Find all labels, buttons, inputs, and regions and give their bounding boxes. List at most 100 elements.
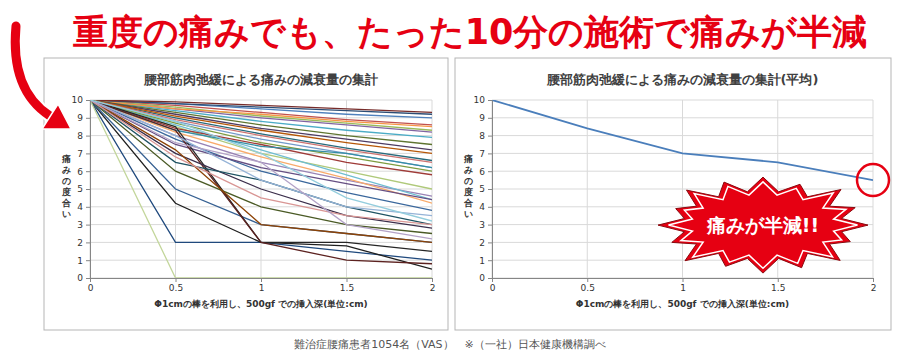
y-tick-mark [488,278,492,279]
y-tick-label: 9 [479,113,485,123]
y-tick: 4 [77,202,90,212]
y-tick: 10 [474,95,492,105]
y-tick: 2 [479,238,492,248]
x-tick: 0 [490,278,496,293]
x-tick: 1 [680,278,686,293]
y-tick: 4 [479,202,492,212]
y-tick: 10 [72,95,90,105]
x-tick-mark [432,278,433,282]
y-axis-line [90,101,91,279]
y-tick-mark [86,260,90,261]
y-tick: 3 [479,220,492,230]
y-tick: 5 [479,184,492,194]
x-tick-mark [176,278,177,282]
x-tick-mark [492,278,493,282]
x-tick-mark [778,278,779,282]
burst-shape [658,177,868,273]
series-line [90,100,432,196]
y-tick-mark [488,118,492,119]
y-tick-label: 10 [474,95,486,105]
arrow-head [42,104,71,129]
series-line [90,100,432,260]
y-tick-mark [86,278,90,279]
grid-line-x [587,100,588,278]
x-tick-label: 1 [259,283,265,293]
y-tick-label: 8 [77,131,83,141]
series-line [90,100,432,278]
y-tick: 0 [479,273,492,283]
chart-title: 腰部筋肉弛緩による痛みの減衰量の集計(平均) [546,72,819,87]
y-tick: 5 [77,184,90,194]
y-tick: 9 [479,113,492,123]
x-tick-mark [587,278,588,282]
y-tick-label: 7 [77,149,83,159]
grid [90,100,432,278]
y-tick-label: 5 [77,184,83,194]
y-tick-label: 4 [77,202,83,212]
y-tick-label: 3 [479,220,485,230]
headline: 重度の痛みでも、たった10分の施術で痛みが半減 [73,12,868,52]
annotation-text: 痛みが半減!! [706,214,819,236]
series-line [90,100,432,242]
x-tick-mark [347,278,348,282]
y-tick-mark [488,225,492,226]
y-tick-label: 4 [479,202,485,212]
y-tick-mark [86,136,90,137]
y-tick: 0 [77,273,90,283]
y-tick-mark [86,189,90,190]
y-tick-mark [488,100,492,101]
y-axis-title: 痛みの度合い [61,154,72,219]
y-tick-label: 2 [77,238,83,248]
y-axis-line [492,101,493,279]
y-tick-mark [86,118,90,119]
x-tick: 1 [259,278,265,293]
grid-line-x [682,100,683,278]
y-tick-mark [488,171,492,172]
y-tick: 8 [77,131,90,141]
y-tick-label: 7 [479,149,485,159]
y-tick-label: 0 [479,273,485,283]
x-tick-label: 0.5 [581,283,595,293]
x-tick-mark [873,278,874,282]
y-tick-mark [86,153,90,154]
y-tick: 6 [479,167,492,177]
grid-line-x [873,100,874,278]
x-tick-label: 2 [871,283,877,293]
y-tick: 8 [479,131,492,141]
y-tick: 9 [77,113,90,123]
footnote: 難治症腰痛患者1054名（VAS） ※（一社）日本健康機構調べ [294,338,606,351]
y-tick-label: 6 [77,167,83,177]
panel-frame [44,58,448,330]
y-tick-label: 3 [77,220,83,230]
series-line [90,100,432,228]
x-tick-label: 1 [680,283,686,293]
x-tick: 0.5 [169,278,183,293]
y-tick-label: 1 [77,256,83,266]
y-tick: 6 [77,167,90,177]
x-tick: 2 [430,278,436,293]
y-tick-label: 2 [479,238,485,248]
y-tick-mark [488,153,492,154]
y-axis: 0 1 2 3 4 5 6 7 8 9 10 [72,95,91,283]
burst-inner-outline [669,182,858,268]
x-tick: 1.5 [771,278,785,293]
background [0,0,899,357]
y-tick-label: 0 [77,273,83,283]
x-axis: 0 0.5 1 1.5 2 [490,278,877,293]
x-tick-label: 1.5 [340,283,354,293]
y-tick-label: 6 [479,167,485,177]
chart-svg: 00.511.52012345678910腰部筋肉弛緩による痛みの減衰量の集計Φ… [0,0,899,357]
y-tick-mark [86,225,90,226]
series-group [90,100,432,278]
series-line [90,100,432,269]
y-tick: 2 [77,238,90,248]
x-axis-title: Φ1cmの棒を利用し、500gf での挿入深(単位:cm) [576,299,789,309]
x-tick: 2 [871,278,877,293]
x-axis: 0 0.5 1 1.5 2 [88,278,436,293]
x-tick-label: 0 [88,283,94,293]
chart-panel: 00.511.52012345678910腰部筋肉弛緩による痛みの減衰量の集計Φ… [44,58,448,330]
x-tick-mark [261,278,262,282]
x-tick-label: 0.5 [169,283,183,293]
y-tick-mark [86,171,90,172]
series-line [90,100,432,264]
